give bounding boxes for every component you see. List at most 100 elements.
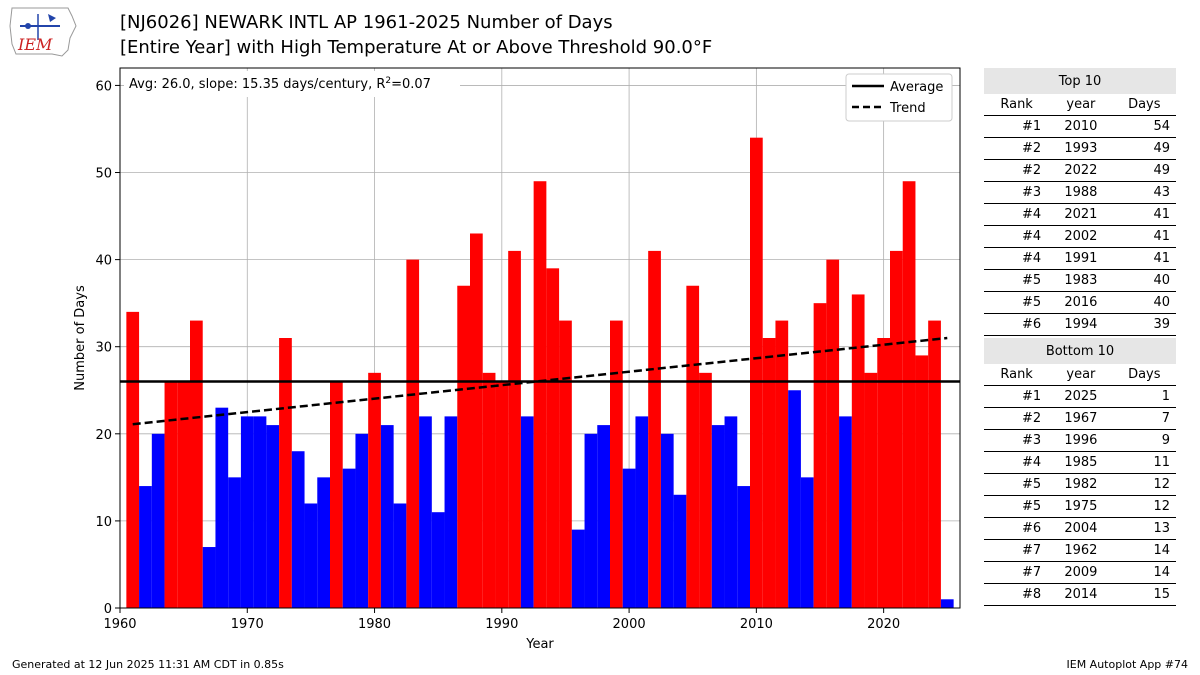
footer-generated: Generated at 12 Jun 2025 11:31 AM CDT in… — [12, 658, 284, 671]
x-tick-label: 1970 — [231, 617, 264, 632]
bar-1989 — [482, 372, 496, 608]
top10-cell: #5 — [984, 291, 1050, 314]
x-tick-label: 2000 — [613, 617, 646, 632]
bar-2025 — [940, 599, 954, 608]
bar-1994 — [546, 268, 560, 608]
bar-1995 — [559, 320, 572, 608]
bar-2007 — [711, 425, 725, 608]
bottom10-row: #7 1962 14 — [984, 539, 1176, 562]
bottom10-cell: #5 — [984, 473, 1050, 496]
bar-2003 — [660, 433, 674, 608]
top10-rows: #1 2010 54 #2 1993 49 #2 2022 49 #3 1988 43 #4 2021 41… — [984, 115, 1176, 336]
top10-cell: 2002 — [1049, 225, 1113, 248]
bar-1969 — [228, 477, 241, 608]
bar-2019 — [864, 372, 878, 608]
bottom10-row: #2 1967 7 — [984, 407, 1176, 430]
bars — [126, 137, 954, 608]
lines — [120, 336, 960, 426]
bottom10-cell: 7 — [1112, 407, 1176, 430]
y-tick-label: 50 — [95, 167, 112, 182]
top10-cell: 2016 — [1049, 291, 1113, 314]
top10-cell: 2010 — [1049, 115, 1113, 138]
bar-2024 — [928, 320, 941, 608]
top10-row: #5 1983 40 — [984, 269, 1176, 292]
bar-1984 — [419, 416, 432, 608]
top10-title: Top 10 — [984, 68, 1176, 94]
top10-row: #2 1993 49 — [984, 137, 1176, 160]
bottom10-cell: #1 — [984, 385, 1050, 408]
bar-1986 — [444, 416, 458, 608]
bottom10-cell: #8 — [984, 583, 1050, 606]
bar-2012 — [775, 320, 789, 608]
top10-row: #2 2022 49 — [984, 159, 1176, 182]
bar-1979 — [355, 433, 369, 608]
bottom10-cell: #5 — [984, 495, 1050, 518]
top10-row: #4 2002 41 — [984, 225, 1176, 248]
footer-app: IEM Autoplot App #74 — [1066, 658, 1189, 671]
top10-row: #1 2010 54 — [984, 115, 1176, 138]
bar-2009 — [737, 486, 750, 608]
bar-2015 — [813, 303, 827, 608]
bottom10-col-rank: Rank — [984, 364, 1050, 386]
bar-2008 — [724, 416, 738, 608]
axes: 1960 1970 1980 1990 2000 2010 2020 0 10 20 30 40 50 6… — [95, 79, 900, 632]
bar-2011 — [762, 338, 776, 608]
top10-row: #6 1994 39 — [984, 313, 1176, 336]
bar-1973 — [279, 338, 292, 608]
annotation-box: Avg: 26.0, slope: 15.35 days/century, R2… — [124, 71, 460, 97]
bottom10-cell: 12 — [1112, 495, 1176, 518]
bar-1978 — [342, 468, 356, 608]
top10-row: #4 2021 41 — [984, 203, 1176, 226]
bar-2014 — [800, 477, 814, 608]
bar-2017 — [839, 416, 852, 608]
chart-area: 1960 1970 1980 1990 2000 2010 2020 0 10 20 30 40 50 6… — [73, 67, 961, 652]
bar-1966 — [190, 320, 203, 608]
bottom10-cell: 2004 — [1049, 517, 1113, 540]
bottom10-cell: 1 — [1112, 385, 1176, 408]
top10-cell: 40 — [1112, 291, 1176, 314]
bottom10-row: #8 2014 15 — [984, 583, 1176, 606]
bottom10-rows: #1 2025 1 #2 1967 7 #3 1996 9 #4 1985 11 #5 1982 12 #5 1… — [984, 385, 1176, 606]
top10-cell: 41 — [1112, 225, 1176, 248]
y-tick-label: 60 — [95, 79, 112, 94]
bar-2002 — [648, 250, 661, 608]
bar-1962 — [139, 486, 152, 608]
bottom10-cell: 1996 — [1049, 429, 1113, 452]
bottom10-cell: 15 — [1112, 583, 1176, 606]
y-tick-label: 0 — [104, 602, 112, 617]
bottom10-row: #4 1985 11 — [984, 451, 1176, 474]
y-tick-label: 40 — [95, 254, 112, 269]
bar-1980 — [368, 372, 381, 608]
bar-1988 — [470, 233, 483, 608]
top10-cell: 39 — [1112, 313, 1176, 336]
trend-line — [132, 336, 948, 426]
bottom10-col-year: year — [1049, 364, 1113, 386]
bottom10-cell: #7 — [984, 539, 1050, 562]
plot-frame — [119, 67, 961, 609]
bottom10-cell: 2025 — [1049, 385, 1113, 408]
bar-2005 — [686, 285, 700, 608]
bar-2004 — [673, 494, 687, 608]
bottom10-cell: 14 — [1112, 561, 1176, 584]
bar-1975 — [304, 503, 318, 608]
bottom10-cell: 9 — [1112, 429, 1176, 452]
top10-col-year: year — [1049, 94, 1113, 116]
top10-col-days: Days — [1112, 94, 1176, 116]
bar-1970 — [240, 416, 254, 608]
y-tick-label: 30 — [95, 341, 112, 356]
bar-1993 — [533, 181, 547, 608]
x-tick-label: 1960 — [103, 617, 136, 632]
top10-cell: #5 — [984, 269, 1050, 292]
bar-1997 — [584, 433, 598, 608]
bottom10-row: #3 1996 9 — [984, 429, 1176, 452]
bottom10-table: Bottom 10 Rank year Days #1 2025 1 #2 1967 7 #… — [984, 338, 1176, 606]
top10-cell: #1 — [984, 115, 1050, 138]
bar-1968 — [215, 407, 229, 608]
chart-title-line1: [NJ6026] NEWARK INTL AP 1961-2025 Number… — [120, 12, 613, 33]
bar-1965 — [177, 381, 190, 608]
chart-title-line2: [Entire Year] with High Temperature At o… — [120, 37, 713, 58]
top10-cell: 54 — [1112, 115, 1176, 138]
top10-cell: 1983 — [1049, 269, 1113, 292]
bar-2006 — [699, 372, 712, 608]
bar-1992 — [520, 416, 534, 608]
